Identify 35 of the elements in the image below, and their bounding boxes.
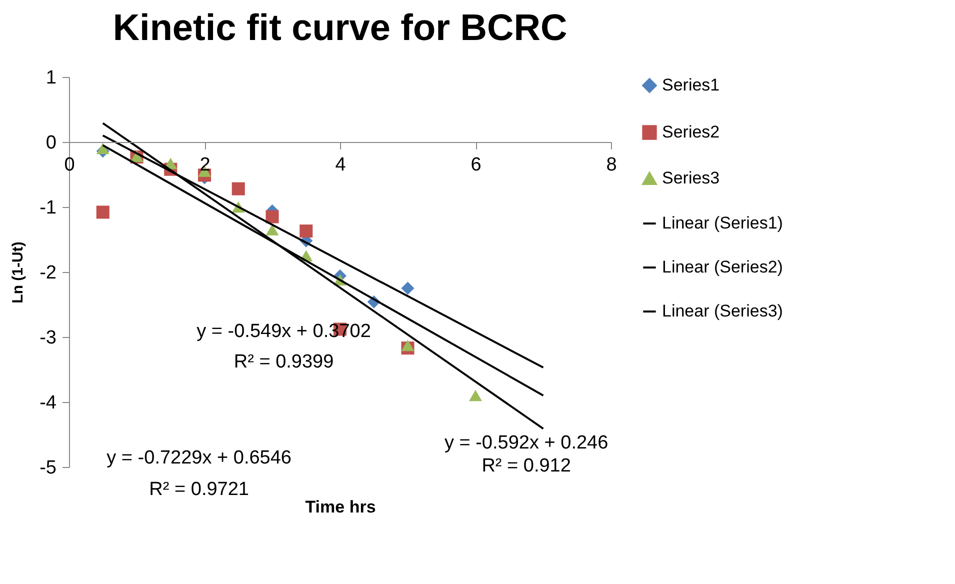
x-tick-label: 0: [64, 154, 75, 176]
y-tick-label: -2: [40, 262, 56, 284]
point: [266, 224, 279, 236]
x-axis-title: Time hrs: [305, 498, 376, 516]
point: [232, 182, 245, 196]
legend-label: Linear (Series2): [662, 258, 783, 276]
legend-label: Series2: [662, 122, 720, 142]
point: [96, 142, 110, 154]
legend-label: Linear (Series1): [662, 214, 783, 232]
y-tick-label: 1: [46, 68, 56, 88]
point: [266, 210, 279, 224]
point: [96, 206, 110, 219]
annotation: y = -0.549x + 0.3702: [196, 321, 371, 342]
y-tick-label: -5: [40, 458, 56, 478]
point: [401, 282, 414, 295]
annotation: y = -0.7229x + 0.6546: [106, 447, 292, 468]
y-tick-label: 0: [46, 132, 56, 154]
y-tick-label: -1: [40, 198, 56, 218]
text: R² = 0.9721: [149, 479, 249, 500]
legend-label: Series1: [662, 76, 720, 94]
y-axis-title: Ln (1-Ut): [10, 242, 27, 304]
point: [300, 224, 313, 238]
legend-label: Linear (Series3): [662, 302, 783, 320]
x-tick-label: 6: [470, 154, 482, 176]
x-tick-label: 4: [335, 154, 346, 176]
y-tick-label: -4: [40, 392, 57, 414]
point: [401, 340, 414, 352]
chart-title: Kinetic fit curve for BCRC: [112, 7, 568, 48]
annotation: R² = 0.912: [482, 456, 571, 477]
point: [468, 390, 482, 402]
legend-label: Series3: [662, 168, 720, 188]
x-tick-label: 8: [606, 154, 617, 176]
y-tick-label: -3: [40, 328, 56, 348]
annotation: R² = 0.9399: [234, 352, 334, 373]
annotation: y = -0.592x + 0.246: [444, 432, 608, 454]
